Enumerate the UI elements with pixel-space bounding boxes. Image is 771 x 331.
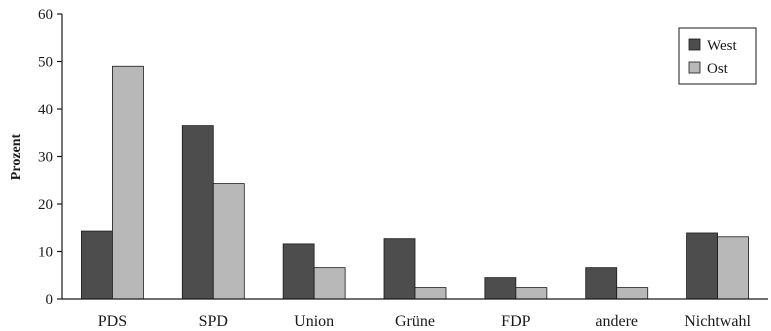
x-tick-label: Grüne (395, 313, 435, 330)
bar-ost-grune (414, 287, 447, 300)
legend-box (678, 27, 757, 85)
bars-group (81, 65, 749, 300)
x-tick-label: FDP (501, 313, 530, 330)
bar-west-union (282, 243, 315, 300)
bar-ost-nichtwahl (717, 236, 749, 300)
y-tick-label: 30 (38, 150, 53, 166)
x-tick-label: SPD (199, 313, 228, 330)
y-tick-label: 0 (46, 292, 54, 308)
legend-swatch-west (688, 38, 701, 51)
bar-west-andere (585, 267, 618, 300)
legend-label-ost: Ost (707, 61, 729, 77)
y-tick-label: 10 (38, 245, 53, 261)
bar-west-spd (181, 125, 214, 300)
y-tick-label: 40 (38, 102, 53, 118)
bar-ost-fdp (515, 287, 548, 300)
legend-swatch-ost (688, 61, 701, 74)
x-tick-label: Nichtwahl (684, 313, 751, 330)
x-tick-label: Union (294, 313, 334, 330)
bar-ost-union (313, 267, 346, 300)
bar-ost-pds (112, 65, 144, 300)
x-axis-labels: PDS SPD Union Grüne FDP andere Nichtwahl (98, 313, 752, 330)
bar-west-grune (383, 238, 416, 300)
legend-label-west: West (707, 38, 737, 54)
y-axis-title: Prozent (9, 133, 24, 180)
bar-west-fdp (484, 277, 517, 300)
legend: West Ost (678, 27, 757, 85)
y-tick-label: 20 (38, 197, 53, 213)
bar-ost-spd (212, 183, 245, 300)
x-tick-label: PDS (98, 313, 127, 330)
bar-west-pds (81, 230, 113, 300)
bar-ost-andere (616, 287, 649, 300)
y-tick-label: 50 (38, 55, 53, 71)
y-tick-label: 60 (38, 7, 53, 23)
bar-west-nichtwahl (686, 232, 718, 300)
x-tick-label: andere (595, 313, 638, 330)
y-axis-ticks: 0 10 20 30 40 50 60 (38, 7, 62, 308)
